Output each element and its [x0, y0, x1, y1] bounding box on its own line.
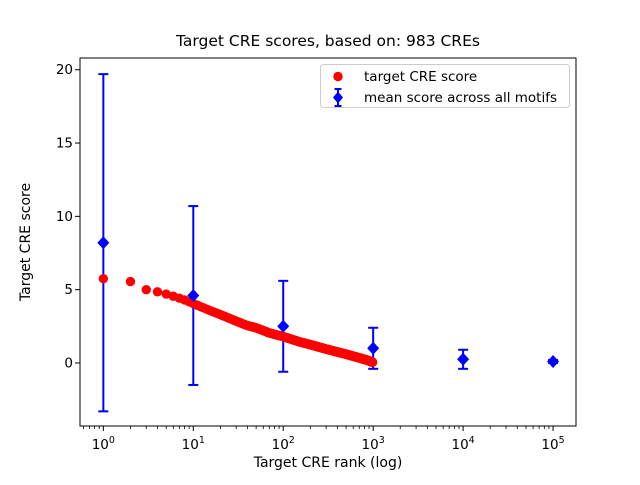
- mean-score-markers: [97, 236, 560, 368]
- legend-label-target: target CRE score: [364, 69, 477, 85]
- mean-diamond-rank-10: [187, 289, 200, 303]
- mean-diamond-rank-100: [277, 319, 290, 333]
- x-axis-tick-labels: 100 101 102 103 104 105: [92, 435, 565, 453]
- svg-text:101: 101: [182, 435, 205, 453]
- svg-text:10: 10: [56, 209, 73, 225]
- mean-diamond-rank-10000: [457, 352, 470, 366]
- x-axis-label: Target CRE rank (log): [253, 455, 403, 471]
- svg-text:103: 103: [362, 435, 385, 453]
- svg-text:105: 105: [541, 435, 564, 453]
- svg-text:100: 100: [92, 435, 115, 453]
- legend-box: [320, 64, 570, 108]
- svg-text:5: 5: [64, 282, 73, 298]
- svg-text:20: 20: [56, 62, 73, 78]
- y-axis-tick-labels: 0 5 10 15 20: [56, 62, 73, 371]
- svg-text:102: 102: [272, 435, 295, 453]
- mean-diamond-rank-1000: [367, 341, 380, 355]
- target-score-series: [98, 273, 378, 367]
- y-axis-label: Target CRE score: [18, 183, 34, 302]
- svg-text:15: 15: [56, 136, 73, 152]
- legend-label-mean: mean score across all motifs: [364, 90, 557, 106]
- y-axis-ticks: [75, 69, 80, 364]
- svg-text:104: 104: [451, 435, 474, 453]
- legend-target-marker: [333, 71, 343, 82]
- svg-text:0: 0: [64, 355, 73, 371]
- mean-diamond-rank-100000: [547, 354, 560, 368]
- legend: target CRE score mean score across all m…: [320, 64, 570, 108]
- legend-mean-marker: [333, 88, 343, 107]
- x-axis-ticks: [102, 426, 554, 431]
- mean-diamond-rank-1: [97, 236, 110, 250]
- plot-area-border: [79, 57, 577, 427]
- chart-title: Target CRE scores, based on: 983 CREs: [175, 32, 480, 50]
